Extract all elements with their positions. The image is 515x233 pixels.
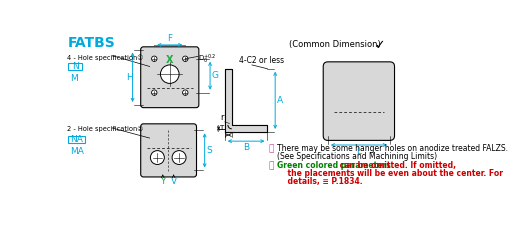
FancyBboxPatch shape [323,62,394,140]
Circle shape [151,56,157,62]
Text: F: F [167,34,172,43]
Text: H: H [126,73,133,82]
Text: FATBS: FATBS [67,36,115,50]
Text: N: N [72,62,79,71]
Text: details, ≡ P.1834.: details, ≡ P.1834. [277,177,363,185]
Text: M: M [70,74,78,83]
Circle shape [161,65,179,83]
Text: L: L [356,147,362,156]
Text: |: | [216,125,218,132]
Text: 4 - Hole specification①: 4 - Hole specification① [67,54,144,61]
Text: G: G [212,71,219,80]
Text: ✓: ✓ [374,39,385,52]
Text: 2 - Hole specification②: 2 - Hole specification② [67,126,144,132]
Text: (Common Dimension): (Common Dimension) [289,40,381,49]
Circle shape [150,151,164,164]
Text: X: X [166,55,174,65]
Text: (See Specifications and Machining Limits): (See Specifications and Machining Limits… [277,152,437,161]
Text: Green colored parameters: Green colored parameters [277,161,390,170]
Text: A: A [277,96,283,105]
Text: the placements will be even about the center. For: the placements will be even about the ce… [277,169,503,178]
Text: can be omitted. If omitted,: can be omitted. If omitted, [337,161,456,170]
Circle shape [182,90,188,95]
Text: ⓘ: ⓘ [269,161,274,170]
FancyBboxPatch shape [141,124,197,177]
Text: T: T [219,125,223,131]
Circle shape [182,56,188,62]
Circle shape [151,90,157,95]
Circle shape [172,151,186,164]
Text: There may be some hanger holes on anodize treated FALZS.: There may be some hanger holes on anodiz… [277,144,508,153]
Text: r: r [221,113,224,122]
Text: S: S [206,146,212,155]
Text: B: B [243,144,249,152]
Text: NA: NA [71,135,83,144]
Bar [68,136,85,143]
Bar [68,63,82,70]
Text: 4-C2 or less: 4-C2 or less [239,56,284,65]
Text: ⓘ: ⓘ [269,144,274,153]
Text: MA: MA [70,147,83,156]
Polygon shape [225,69,267,132]
Text: D$^{+0.2}_{0}$: D$^{+0.2}_{0}$ [198,53,217,66]
Text: Y: Y [160,177,165,185]
Text: V: V [170,177,177,185]
FancyBboxPatch shape [141,47,199,108]
